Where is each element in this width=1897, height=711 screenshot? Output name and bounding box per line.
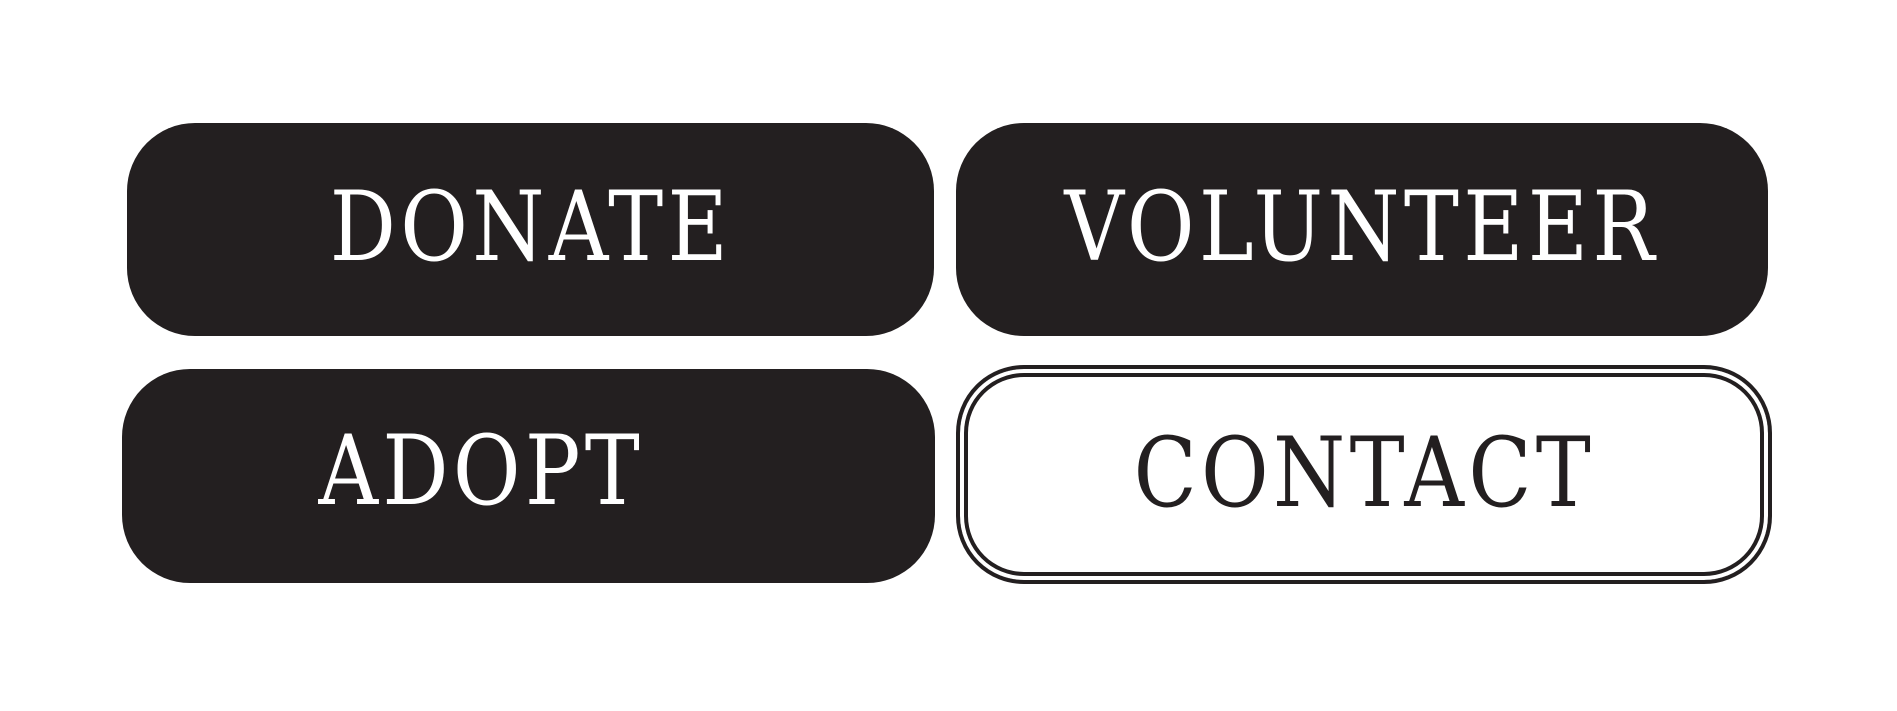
contact-button[interactable]: CONTACT: [956, 365, 1772, 584]
adopt-button[interactable]: ADOPT: [122, 369, 935, 583]
donate-button[interactable]: DONATE: [127, 123, 934, 336]
donate-button-label: DONATE: [329, 170, 732, 283]
volunteer-button-label: VOLUNTEER: [1064, 170, 1660, 283]
volunteer-button[interactable]: VOLUNTEER: [956, 123, 1768, 336]
contact-button-label: CONTACT: [1133, 416, 1595, 529]
adopt-button-label: ADOPT: [318, 415, 645, 527]
